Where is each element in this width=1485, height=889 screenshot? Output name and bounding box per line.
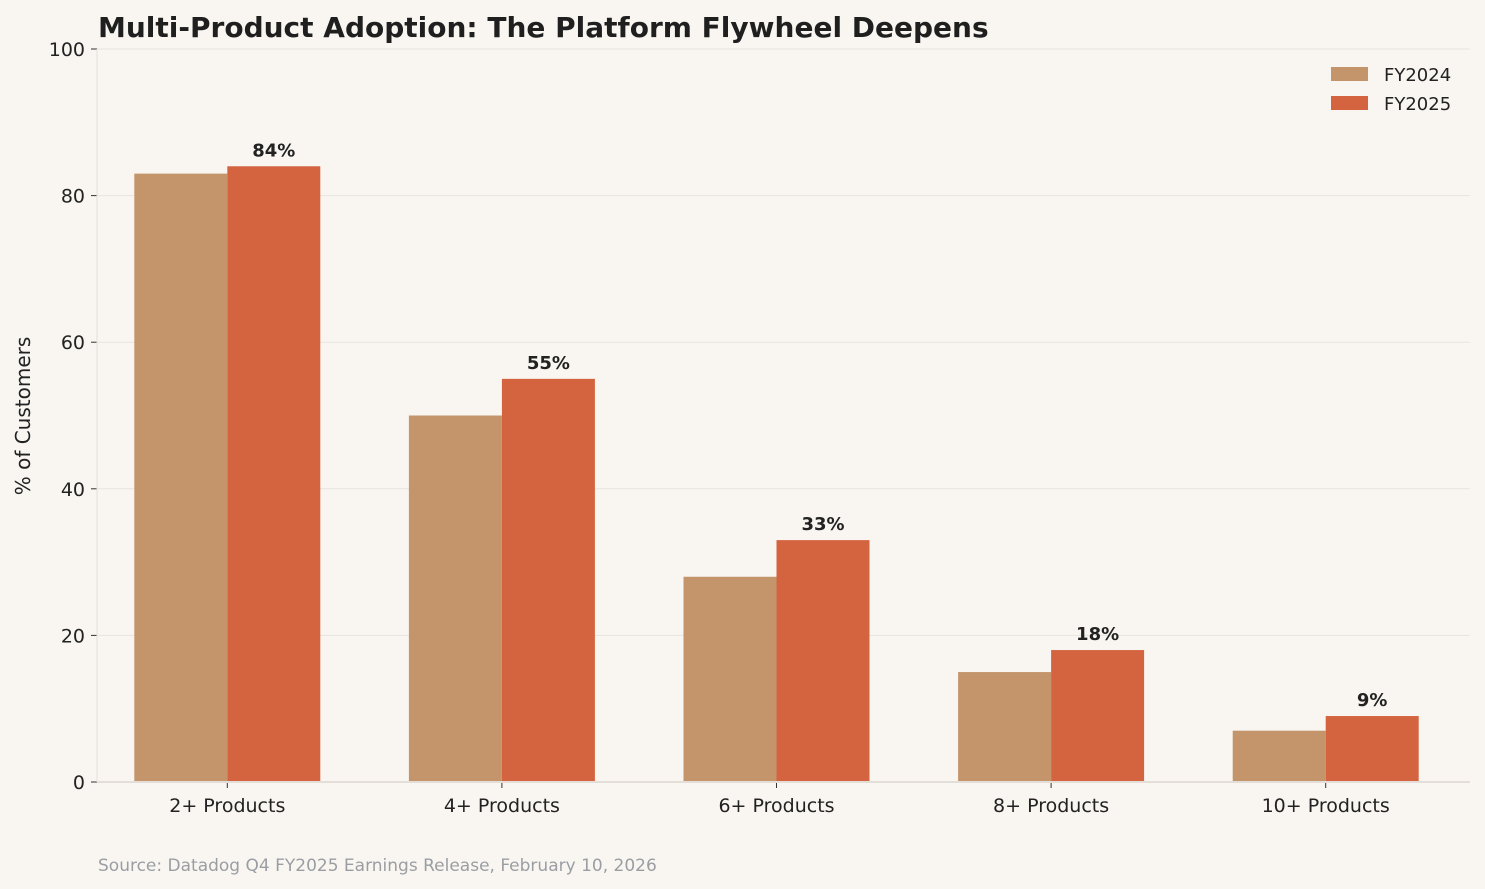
x-tick-label: 10+ Products (1262, 795, 1390, 817)
bar-fy2025 (1051, 650, 1145, 782)
bar-fy2024 (134, 173, 228, 783)
data-label: 33% (801, 514, 844, 535)
x-tick-label: 8+ Products (993, 795, 1109, 817)
y-tick-label: 40 (61, 479, 85, 501)
bar-fy2025 (227, 166, 321, 782)
legend-label: FY2024 (1384, 65, 1451, 86)
y-tick-label: 60 (61, 332, 85, 354)
y-tick-label: 100 (49, 39, 85, 61)
bar-fy2025 (501, 378, 595, 782)
bar-fy2024 (958, 672, 1052, 782)
legend-label: FY2025 (1384, 94, 1451, 115)
x-tick-label: 2+ Products (169, 795, 285, 817)
y-tick-label: 80 (61, 186, 85, 208)
data-label: 9% (1357, 690, 1388, 711)
y-tick-label: 20 (61, 625, 85, 647)
data-label: 84% (252, 140, 295, 161)
chart-title: Multi-Product Adoption: The Platform Fly… (98, 11, 989, 44)
legend-swatch-fy2024 (1331, 67, 1368, 81)
bars: 84% 55% 33% 18% 9% (134, 140, 1419, 783)
y-tick-label: 0 (73, 772, 85, 794)
data-label: 55% (527, 353, 570, 374)
x-tick-label: 4+ Products (444, 795, 560, 817)
y-axis: 0 20 40 60 80 100 (49, 39, 98, 794)
legend: FY2024 FY2025 (1331, 65, 1451, 115)
y-axis-label: % of Customers (11, 337, 35, 496)
data-label: 18% (1076, 624, 1119, 645)
bar-fy2024 (683, 576, 777, 782)
bar-fy2025 (776, 540, 870, 782)
bar-fy2024 (408, 415, 502, 782)
legend-swatch-fy2025 (1331, 96, 1368, 110)
source-note: Source: Datadog Q4 FY2025 Earnings Relea… (98, 856, 657, 876)
bar-fy2025 (1325, 716, 1419, 782)
x-axis: 2+ Products 4+ Products 6+ Products 8+ Prod… (97, 781, 1470, 817)
x-tick-label: 6+ Products (718, 795, 834, 817)
bar-fy2024 (1232, 730, 1326, 782)
